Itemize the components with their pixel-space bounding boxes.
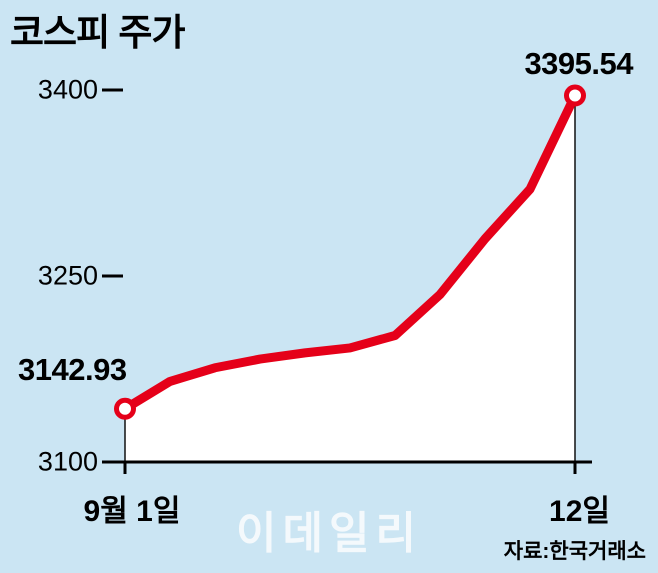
price-line bbox=[120, 91, 580, 414]
data-source-label: 자료:한국거래소 bbox=[503, 540, 646, 563]
edaily-watermark: 이데일리 bbox=[236, 509, 422, 558]
x-axis-label-end: 12일 bbox=[549, 495, 610, 528]
y-axis-label-3400: 3400 bbox=[37, 74, 98, 105]
y-axis-label-3250: 3250 bbox=[37, 260, 98, 291]
start-point-marker bbox=[114, 397, 136, 420]
area-under-line bbox=[125, 95, 575, 463]
x-axis-label-start: 9월 1일 bbox=[83, 495, 181, 528]
end-value-label: 3395.54 bbox=[524, 46, 633, 81]
y-axis-label-3100: 3100 bbox=[37, 446, 98, 477]
start-value-label: 3142.93 bbox=[18, 352, 127, 387]
chart-title: 코스피 주가 bbox=[10, 12, 185, 53]
end-point-marker bbox=[564, 84, 586, 107]
